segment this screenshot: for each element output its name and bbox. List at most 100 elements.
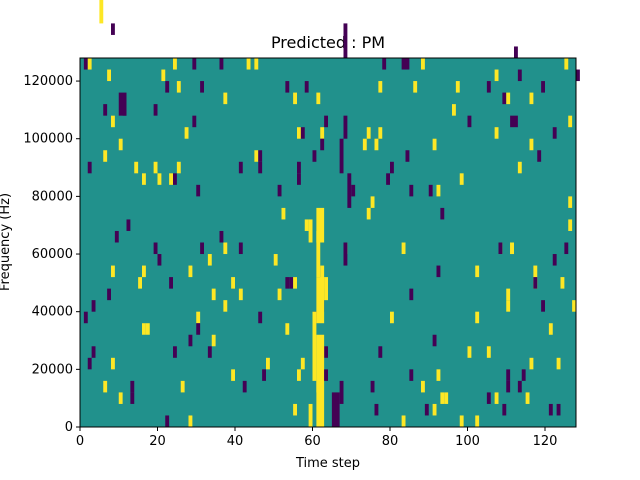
x-tick-label: 100 — [455, 434, 480, 449]
heatmap-cell — [293, 403, 297, 416]
heatmap-cell — [258, 150, 263, 162]
heatmap-cell — [277, 288, 282, 301]
heatmap-cell — [103, 380, 108, 393]
heatmap-cell — [475, 265, 480, 278]
heatmap-cell — [537, 150, 542, 162]
heatmap-cell — [111, 357, 115, 370]
plot-frame — [79, 57, 577, 428]
heatmap-cell — [207, 254, 212, 266]
heatmap-cell — [320, 127, 325, 139]
plot-area — [80, 0, 580, 427]
heatmap-cell — [173, 346, 177, 358]
heatmap-cell — [266, 357, 270, 370]
heatmap-cell — [378, 81, 383, 93]
heatmap-cell — [192, 58, 197, 70]
heatmap-cell — [506, 380, 511, 393]
heatmap-cell — [87, 161, 92, 174]
heatmap-cell — [223, 242, 228, 255]
heatmap-cell — [281, 207, 286, 220]
heatmap-cell — [366, 127, 371, 139]
heatmap-cell — [556, 357, 561, 370]
heatmap-cell — [533, 277, 538, 289]
y-tick-label: 100000 — [23, 132, 73, 147]
heatmap-cell — [107, 69, 111, 82]
heatmap-cell — [242, 380, 247, 393]
heatmap-cell — [517, 380, 522, 393]
heatmap-cell — [308, 219, 313, 243]
heatmap-cell — [153, 242, 158, 255]
heatmap-cell — [370, 196, 375, 208]
heatmap-cell — [548, 403, 553, 416]
heatmap-cell — [506, 92, 511, 105]
heatmap-cell — [401, 242, 406, 255]
heatmap-cell — [138, 277, 142, 289]
heatmap-cell — [196, 323, 201, 335]
heatmap-cell — [459, 173, 464, 185]
heatmap-cell — [362, 138, 367, 151]
heatmap-cell — [297, 369, 301, 381]
heatmap-cell — [316, 334, 325, 427]
heatmap-cell — [320, 138, 325, 151]
heatmap-cell — [455, 81, 460, 93]
heatmap-cell — [211, 334, 216, 347]
heatmap-cell — [390, 311, 394, 324]
x-tick-label: 40 — [227, 434, 244, 449]
heatmap-cell — [525, 392, 530, 404]
heatmap-cell — [118, 138, 123, 151]
heatmap-cell — [432, 403, 437, 416]
heatmap-cell — [103, 150, 108, 162]
heatmap-cell — [366, 207, 371, 220]
heatmap-cell — [343, 115, 348, 139]
heatmap-cell — [91, 300, 96, 312]
heatmap-cell — [401, 58, 406, 70]
heatmap-cell — [568, 115, 573, 128]
heatmap-cell — [130, 380, 135, 393]
x-axis: 0 20 40 60 80 100 120 — [76, 427, 557, 449]
heatmap-cell — [87, 58, 92, 70]
y-tick-label: 80000 — [32, 189, 73, 204]
heatmap-cell — [424, 403, 429, 416]
heatmap-cell — [142, 265, 146, 278]
heatmap-cell — [514, 46, 518, 58]
heatmap-cell — [556, 403, 561, 416]
x-tick-label: 80 — [382, 434, 399, 449]
heatmap-cell — [293, 277, 297, 289]
heatmap-cell — [297, 161, 301, 174]
heatmap-cell — [521, 369, 526, 381]
heatmap-cell — [378, 127, 383, 139]
heatmap-cell — [285, 81, 290, 93]
y-axis: 0 20000 40000 60000 80000 100000 120000 — [23, 74, 80, 435]
heatmap-cell — [560, 277, 565, 289]
heatmap-cell — [514, 115, 518, 128]
heatmap-cell — [552, 127, 557, 139]
heatmap-cell — [576, 69, 580, 82]
heatmap-cell — [91, 346, 96, 358]
heatmap-cell — [572, 300, 576, 312]
y-tick-label: 60000 — [32, 247, 73, 262]
heatmap-cell — [401, 415, 406, 427]
heatmap-cell — [262, 369, 266, 381]
heatmap-cell — [428, 184, 433, 197]
x-tick-label: 60 — [304, 434, 321, 449]
heatmap-cell — [200, 81, 204, 93]
heatmap-cell — [285, 277, 290, 289]
heatmap-cell — [339, 380, 344, 404]
heatmap-cell — [254, 150, 259, 162]
heatmap-cell — [502, 403, 507, 416]
heatmap-cell — [475, 311, 480, 324]
heatmap-cell — [452, 104, 456, 116]
heatmap-cell — [374, 403, 379, 416]
heatmap-cell — [316, 230, 321, 278]
heatmap-cell — [111, 23, 115, 35]
heatmap-cell — [413, 81, 418, 93]
heatmap-cell — [409, 184, 414, 197]
heatmap-cell — [258, 161, 263, 174]
heatmap-cell — [173, 173, 177, 185]
heatmap-cell — [83, 311, 88, 324]
heatmap-cell — [409, 288, 414, 301]
heatmap-cell — [541, 300, 545, 312]
heatmap-cell — [444, 392, 449, 404]
heatmap-cell — [300, 127, 305, 139]
heatmap-cell — [506, 300, 511, 312]
